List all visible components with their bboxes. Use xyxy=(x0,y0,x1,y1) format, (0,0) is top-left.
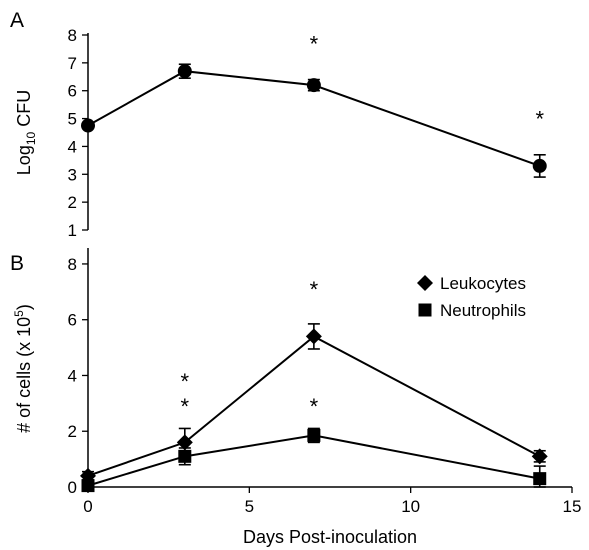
b-leukocytes-line xyxy=(87,335,541,477)
a-y-axis-label: Log10 CFU xyxy=(14,90,38,175)
a-y-tick-label: 2 xyxy=(68,193,77,212)
b-y-axis-label-tail: ) xyxy=(14,304,34,310)
x-axis-label: Days Post-inoculation xyxy=(243,527,417,547)
b-leukocytes-point xyxy=(176,434,193,451)
b-significance-star: * xyxy=(181,394,190,419)
a-y-axis-label-tail: CFU xyxy=(14,90,34,132)
b-x-tick-label: 5 xyxy=(245,497,254,516)
legend-neutrophils-marker xyxy=(418,303,432,317)
b-significance-star: * xyxy=(310,394,319,419)
a-series-point xyxy=(177,64,192,79)
b-leukocytes-point xyxy=(305,328,322,345)
b-x-tick-label: 10 xyxy=(401,497,420,516)
b-y-axis-label: # of cells (x 105) xyxy=(12,304,34,433)
a-y-tick-label: 3 xyxy=(68,165,77,184)
panel-a-label: A xyxy=(10,9,24,32)
b-neutrophils-line xyxy=(87,434,540,487)
b-y-tick-label: 6 xyxy=(68,311,77,330)
a-y-tick-label: 1 xyxy=(68,221,77,240)
a-y-tick-label: 6 xyxy=(68,82,77,101)
b-y-tick-label: 2 xyxy=(68,422,77,441)
b-x-tick-label: 0 xyxy=(83,497,92,516)
legend-leukocytes-label: Leukocytes xyxy=(440,274,526,293)
a-significance-star: * xyxy=(310,31,319,56)
b-y-axis-label-main: # of cells (x 10 xyxy=(14,317,34,433)
b-y-axis-label-script: 5 xyxy=(12,310,26,317)
b-y-tick-label: 0 xyxy=(68,478,77,497)
b-significance-star: * xyxy=(310,277,319,302)
panel-a: A 1 2 3 4 5 6 7 8 Log10 CFU * * xyxy=(10,9,547,240)
legend-leukocytes-marker xyxy=(417,275,433,291)
b-y-tick-label: 8 xyxy=(68,255,77,274)
b-y-tick-label: 4 xyxy=(68,366,77,385)
a-y-axis-label-script: 10 xyxy=(24,131,38,145)
panel-b-label: B xyxy=(10,252,24,275)
b-significance-star: * xyxy=(181,369,190,394)
legend-neutrophils-label: Neutrophils xyxy=(440,301,526,320)
a-series-point xyxy=(81,118,95,133)
b-x-tick-label: 15 xyxy=(563,497,582,516)
a-series-point xyxy=(306,78,321,93)
a-y-tick-label: 5 xyxy=(68,110,77,129)
b-neutrophils-point xyxy=(533,472,547,486)
a-y-tick-label: 4 xyxy=(68,137,77,156)
b-neutrophils-point xyxy=(307,428,321,442)
a-y-axis-label-main: Log xyxy=(14,145,34,175)
b-leukocytes-point xyxy=(531,448,548,465)
a-series-point xyxy=(532,158,547,173)
a-significance-star: * xyxy=(535,107,544,132)
a-y-tick-label: 7 xyxy=(68,54,77,73)
a-series-line xyxy=(87,70,541,167)
a-y-tick-label: 8 xyxy=(68,26,77,45)
b-neutrophils-point xyxy=(81,479,95,493)
b-neutrophils-point xyxy=(178,449,192,463)
